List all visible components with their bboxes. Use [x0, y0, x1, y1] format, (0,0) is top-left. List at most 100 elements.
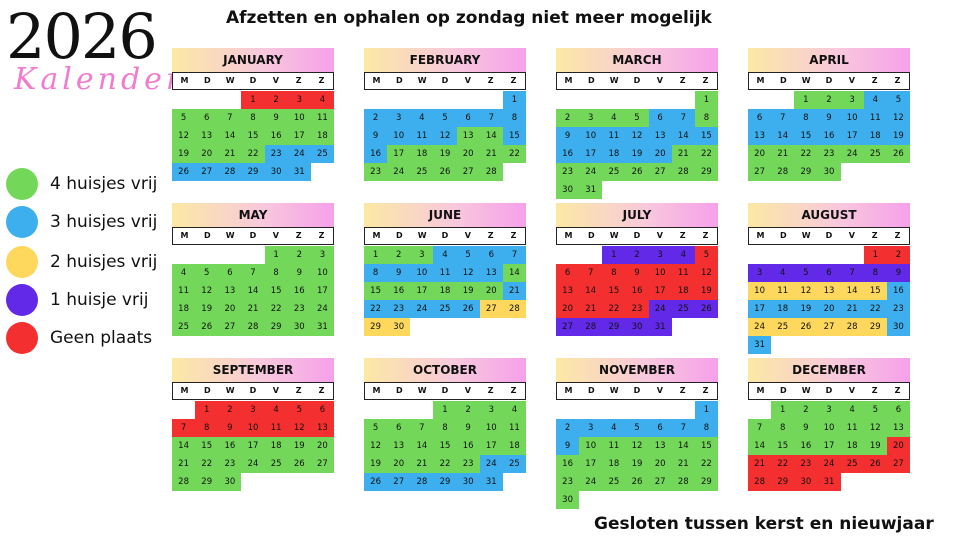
day-cell[interactable]: 16 — [817, 127, 841, 145]
day-cell[interactable]: 23 — [794, 455, 818, 473]
day-cell[interactable]: 22 — [502, 145, 526, 163]
day-cell[interactable]: 9 — [886, 264, 910, 282]
day-cell[interactable]: 8 — [771, 419, 795, 437]
day-cell[interactable]: 19 — [456, 282, 480, 300]
day-cell[interactable]: 6 — [817, 264, 841, 282]
day-cell[interactable]: 14 — [671, 437, 695, 455]
day-cell[interactable]: 20 — [556, 300, 580, 318]
day-cell[interactable]: 17 — [579, 145, 603, 163]
day-cell[interactable]: 10 — [840, 109, 864, 127]
day-cell[interactable]: 18 — [602, 455, 626, 473]
day-cell[interactable]: 9 — [625, 264, 649, 282]
day-cell[interactable]: 11 — [502, 419, 526, 437]
day-cell[interactable]: 28 — [241, 318, 265, 336]
day-cell[interactable]: 18 — [840, 437, 864, 455]
day-cell[interactable]: 17 — [748, 300, 772, 318]
day-cell[interactable]: 22 — [364, 300, 388, 318]
day-cell[interactable]: 23 — [218, 455, 242, 473]
day-cell[interactable]: 21 — [748, 455, 772, 473]
day-cell[interactable]: 15 — [433, 437, 457, 455]
day-cell[interactable]: 19 — [287, 437, 311, 455]
day-cell[interactable]: 17 — [817, 437, 841, 455]
day-cell[interactable]: 19 — [433, 145, 457, 163]
day-cell[interactable]: 7 — [748, 419, 772, 437]
day-cell[interactable]: 2 — [556, 109, 580, 127]
day-cell[interactable]: 24 — [648, 300, 672, 318]
day-cell[interactable]: 1 — [433, 401, 457, 419]
day-cell[interactable]: 24 — [479, 455, 503, 473]
day-cell[interactable]: 1 — [241, 91, 265, 109]
day-cell[interactable]: 7 — [840, 264, 864, 282]
day-cell[interactable]: 23 — [817, 145, 841, 163]
day-cell[interactable]: 3 — [579, 419, 603, 437]
day-cell[interactable]: 20 — [387, 455, 411, 473]
day-cell[interactable]: 18 — [671, 282, 695, 300]
day-cell[interactable]: 10 — [579, 437, 603, 455]
day-cell[interactable]: 18 — [410, 145, 434, 163]
day-cell[interactable]: 28 — [840, 318, 864, 336]
day-cell[interactable]: 12 — [287, 419, 311, 437]
day-cell[interactable]: 13 — [479, 264, 503, 282]
day-cell[interactable]: 18 — [602, 145, 626, 163]
day-cell[interactable]: 14 — [410, 437, 434, 455]
day-cell[interactable]: 13 — [387, 437, 411, 455]
day-cell[interactable]: 21 — [579, 300, 603, 318]
day-cell[interactable]: 15 — [794, 127, 818, 145]
day-cell[interactable]: 8 — [502, 109, 526, 127]
day-cell[interactable]: 13 — [648, 127, 672, 145]
day-cell[interactable]: 24 — [748, 318, 772, 336]
day-cell[interactable]: 1 — [771, 401, 795, 419]
day-cell[interactable]: 12 — [625, 437, 649, 455]
day-cell[interactable]: 13 — [748, 127, 772, 145]
day-cell[interactable]: 23 — [556, 163, 580, 181]
day-cell[interactable]: 13 — [456, 127, 480, 145]
day-cell[interactable]: 9 — [287, 264, 311, 282]
day-cell[interactable]: 9 — [556, 437, 580, 455]
day-cell[interactable]: 26 — [886, 145, 910, 163]
day-cell[interactable]: 31 — [748, 336, 772, 354]
day-cell[interactable]: 30 — [625, 318, 649, 336]
day-cell[interactable]: 31 — [287, 163, 311, 181]
day-cell[interactable]: 15 — [264, 282, 288, 300]
day-cell[interactable]: 25 — [863, 145, 887, 163]
day-cell[interactable]: 26 — [433, 163, 457, 181]
day-cell[interactable]: 17 — [387, 145, 411, 163]
day-cell[interactable]: 3 — [817, 401, 841, 419]
day-cell[interactable]: 24 — [310, 300, 334, 318]
day-cell[interactable]: 30 — [387, 318, 411, 336]
day-cell[interactable]: 8 — [794, 109, 818, 127]
day-cell[interactable]: 5 — [456, 246, 480, 264]
day-cell[interactable]: 22 — [694, 455, 718, 473]
day-cell[interactable]: 6 — [748, 109, 772, 127]
day-cell[interactable]: 16 — [625, 282, 649, 300]
day-cell[interactable]: 12 — [364, 437, 388, 455]
day-cell[interactable]: 15 — [863, 282, 887, 300]
day-cell[interactable]: 27 — [195, 163, 219, 181]
day-cell[interactable]: 8 — [433, 419, 457, 437]
day-cell[interactable]: 28 — [479, 163, 503, 181]
day-cell[interactable]: 14 — [771, 127, 795, 145]
day-cell[interactable]: 28 — [579, 318, 603, 336]
day-cell[interactable]: 14 — [840, 282, 864, 300]
day-cell[interactable]: 29 — [433, 473, 457, 491]
day-cell[interactable]: 25 — [310, 145, 334, 163]
day-cell[interactable]: 6 — [648, 419, 672, 437]
day-cell[interactable]: 30 — [264, 163, 288, 181]
day-cell[interactable]: 30 — [456, 473, 480, 491]
day-cell[interactable]: 20 — [479, 282, 503, 300]
day-cell[interactable]: 1 — [364, 246, 388, 264]
day-cell[interactable]: 28 — [671, 163, 695, 181]
day-cell[interactable]: 8 — [364, 264, 388, 282]
day-cell[interactable]: 2 — [556, 419, 580, 437]
day-cell[interactable]: 19 — [625, 145, 649, 163]
day-cell[interactable]: 7 — [479, 109, 503, 127]
day-cell[interactable]: 7 — [241, 264, 265, 282]
day-cell[interactable]: 8 — [602, 264, 626, 282]
day-cell[interactable]: 20 — [817, 300, 841, 318]
day-cell[interactable]: 29 — [694, 163, 718, 181]
day-cell[interactable]: 26 — [625, 473, 649, 491]
day-cell[interactable]: 12 — [625, 127, 649, 145]
day-cell[interactable]: 24 — [579, 163, 603, 181]
day-cell[interactable]: 17 — [287, 127, 311, 145]
day-cell[interactable]: 27 — [479, 300, 503, 318]
